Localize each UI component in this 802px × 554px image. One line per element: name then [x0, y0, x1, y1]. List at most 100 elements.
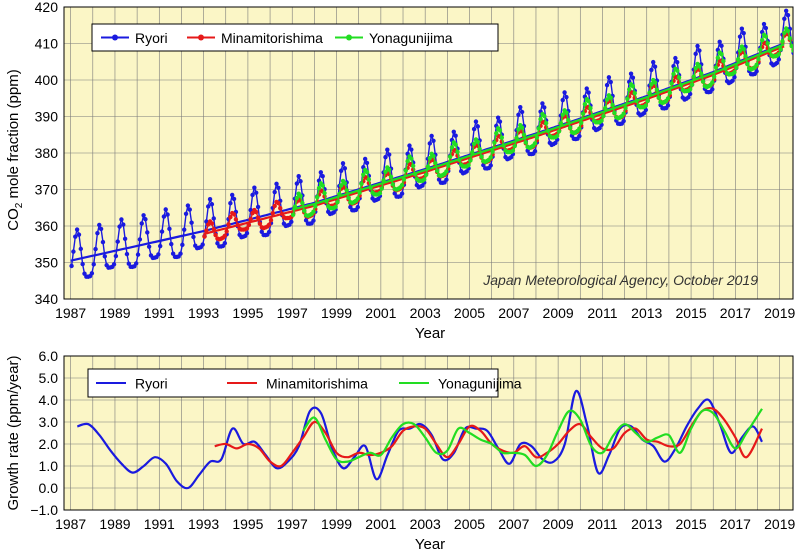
data-point [248, 216, 253, 222]
data-point [510, 148, 516, 153]
data-point [732, 74, 737, 80]
data-point [721, 58, 726, 64]
data-point [789, 43, 793, 49]
data-point [165, 212, 170, 217]
data-point [272, 189, 277, 195]
data-point [257, 221, 263, 226]
data-point [139, 221, 144, 226]
data-point [499, 135, 505, 140]
data-point [588, 105, 593, 111]
data-point [645, 98, 650, 104]
data-point [687, 87, 693, 92]
data-point [266, 222, 272, 227]
data-point [333, 204, 338, 210]
data-point [427, 155, 432, 161]
data-point [163, 207, 168, 212]
data-point [604, 97, 610, 102]
data-point [338, 168, 344, 173]
data-point [386, 167, 392, 172]
data-point [612, 110, 617, 116]
data-point [133, 261, 139, 266]
co2-plot-border [63, 6, 794, 300]
data-point [628, 71, 634, 76]
data-point [697, 64, 702, 69]
co2-x-tick-label: 2003 [410, 305, 441, 321]
data-point [497, 128, 503, 133]
co2-x-tick-label: 2007 [498, 305, 529, 321]
data-point [577, 133, 582, 139]
data-point [231, 196, 237, 202]
data-point [268, 218, 274, 223]
data-point [754, 62, 759, 68]
data-point [335, 199, 340, 205]
data-point [490, 149, 495, 154]
data-point [169, 241, 174, 247]
growth-x-tick-label: 2001 [365, 516, 396, 532]
growth-x-tick-label: 1987 [55, 516, 86, 532]
growth-series-ryori [76, 390, 763, 490]
co2-y-tick-label: 410 [35, 36, 59, 52]
data-point [135, 252, 141, 257]
data-point [427, 141, 432, 146]
data-point [675, 68, 680, 73]
data-point [577, 126, 582, 131]
co2-x-tick-label: 1987 [55, 305, 86, 321]
growth-x-tick-label: 1997 [277, 516, 308, 532]
data-point [209, 202, 215, 207]
data-point [558, 120, 564, 126]
data-point [601, 113, 606, 119]
data-point [687, 91, 693, 97]
data-point [632, 91, 637, 96]
data-point [320, 183, 325, 188]
growth-x-tick-label: 2007 [498, 516, 529, 532]
data-point [780, 39, 785, 44]
data-point [741, 30, 746, 36]
data-point [652, 80, 658, 85]
data-point [290, 212, 296, 217]
data-point [621, 118, 626, 124]
growth-plot-border [63, 355, 794, 511]
growth-legend-label: Ryori [135, 376, 168, 392]
data-point [758, 47, 763, 52]
data-point [774, 60, 780, 66]
data-point [471, 126, 477, 132]
data-point [689, 82, 695, 87]
data-point [739, 26, 745, 31]
data-point [289, 219, 294, 225]
data-point [516, 112, 521, 117]
data-point [145, 230, 150, 235]
data-point [453, 142, 458, 147]
data-point [470, 150, 475, 155]
data-point [73, 234, 78, 239]
growth-x-tick-label: 2015 [675, 516, 706, 532]
data-point [89, 271, 95, 276]
co2-y-tick-label: 400 [35, 72, 59, 88]
growth-y-tick-label: −1.0 [30, 502, 58, 518]
data-point [630, 83, 636, 89]
data-point [302, 208, 307, 213]
data-point [579, 120, 584, 125]
data-point [532, 148, 538, 154]
data-point [488, 155, 493, 160]
data-point [538, 116, 543, 122]
data-point [776, 57, 781, 62]
data-point [119, 217, 124, 222]
co2-x-tick-label: 2005 [454, 305, 485, 321]
source-note: Japan Meteorological Agency, October 201… [482, 272, 758, 288]
growth-rate-chart: 1987 1989 1991 1993 1995 1997 1999 2001 2003 2005… [5, 348, 795, 553]
data-point [364, 169, 370, 175]
data-point [377, 190, 383, 196]
data-point [765, 41, 770, 46]
data-point [656, 95, 661, 100]
data-point [390, 182, 396, 187]
data-point [222, 233, 228, 238]
data-point [399, 182, 405, 188]
data-point [189, 220, 194, 225]
data-point [226, 222, 231, 227]
data-point [146, 244, 152, 249]
data-point [213, 232, 218, 238]
growth-x-tick-label: 2013 [631, 516, 662, 532]
data-point [222, 240, 228, 246]
data-point [737, 34, 743, 39]
data-point [599, 118, 604, 123]
